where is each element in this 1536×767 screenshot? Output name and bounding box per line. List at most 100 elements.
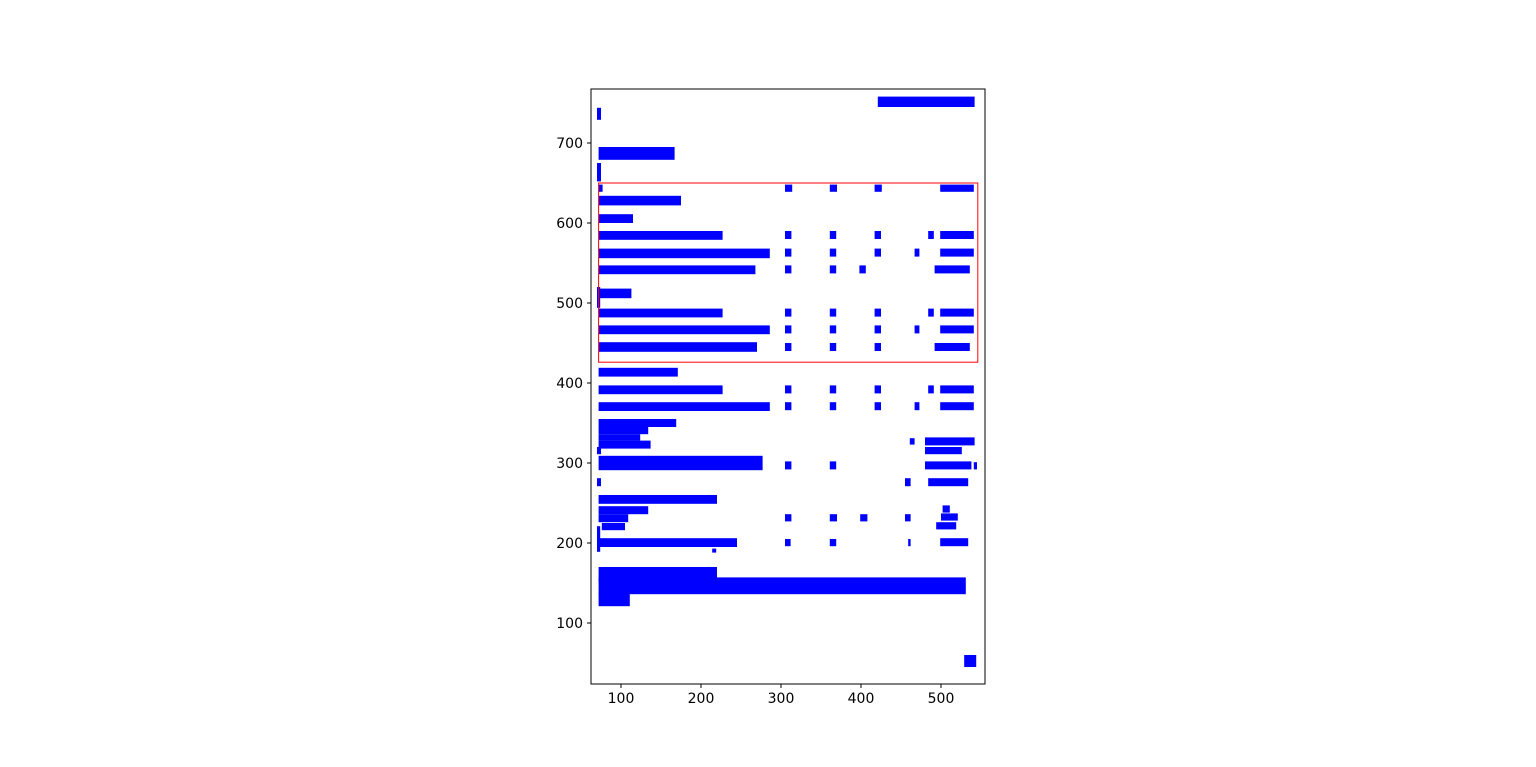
data-rect — [785, 385, 792, 394]
data-rect — [829, 325, 837, 334]
data-rect — [914, 248, 920, 257]
data-rect — [785, 402, 792, 411]
data-rect — [940, 308, 974, 317]
data-rect — [829, 385, 837, 394]
data-rect — [909, 438, 915, 445]
data-rect — [874, 343, 881, 351]
x-tick-label: 500 — [928, 691, 955, 707]
data-rect — [598, 325, 770, 335]
x-tick-label: 400 — [848, 691, 875, 707]
data-rect — [598, 593, 630, 607]
data-rect — [598, 577, 966, 595]
data-rect — [829, 248, 837, 257]
data-rect — [598, 495, 717, 504]
data-rect — [598, 506, 649, 515]
data-rect — [598, 308, 723, 318]
data-rect — [914, 325, 920, 334]
data-rect — [601, 523, 625, 531]
data-rect — [598, 514, 629, 523]
data-rect — [914, 402, 920, 411]
data-rect — [829, 308, 837, 317]
data-rect — [785, 514, 792, 522]
data-rect — [942, 505, 950, 513]
data-rect — [928, 478, 969, 487]
data-rect — [829, 343, 837, 351]
data-rect — [598, 427, 649, 435]
data-rect — [829, 402, 837, 411]
data-rect — [597, 107, 601, 120]
ticks-layer: 100 200 300 400 500 100 200 300 400 500 600 700 — [556, 136, 954, 707]
data-rect — [598, 288, 632, 299]
data-rect — [928, 385, 934, 394]
y-tick-label: 600 — [556, 216, 583, 232]
data-rect — [598, 184, 603, 192]
data-rect — [598, 342, 757, 352]
data-rect — [928, 231, 934, 239]
data-rect — [925, 461, 972, 470]
data-rects-layer — [597, 96, 977, 667]
data-rect — [598, 455, 763, 471]
data-rect — [829, 231, 837, 239]
highlight-rect — [598, 182, 979, 363]
x-tick-label: 200 — [688, 691, 715, 707]
data-rect — [941, 513, 958, 521]
data-rect — [925, 447, 962, 455]
data-rect — [785, 231, 792, 239]
data-rect — [829, 539, 837, 547]
data-rect — [785, 539, 791, 547]
data-rect — [598, 538, 737, 547]
data-rect — [598, 248, 770, 259]
data-rect — [940, 184, 974, 192]
data-rect — [964, 655, 977, 667]
data-rect — [940, 325, 974, 334]
data-rect — [874, 184, 882, 192]
data-rect — [829, 265, 837, 274]
y-tick-label: 200 — [556, 536, 583, 552]
y-tick-label: 400 — [556, 376, 583, 392]
data-rect — [785, 325, 792, 334]
data-rect — [859, 265, 866, 274]
y-tick-label: 300 — [556, 456, 583, 472]
data-rect — [598, 434, 641, 441]
data-rect — [925, 437, 975, 446]
data-rect — [940, 385, 974, 394]
data-rect — [905, 478, 911, 487]
data-rect — [874, 248, 881, 257]
data-rect — [598, 195, 681, 206]
data-rect — [785, 248, 792, 257]
data-rect — [597, 478, 601, 487]
data-rect — [940, 538, 969, 547]
data-rect — [598, 385, 723, 395]
data-rect — [874, 231, 881, 239]
data-rect — [973, 462, 977, 470]
data-rect — [908, 539, 911, 547]
data-rect — [860, 514, 868, 522]
data-rect — [597, 163, 601, 182]
x-tick-label: 100 — [608, 691, 635, 707]
y-tick-label: 700 — [556, 136, 583, 152]
data-rect — [874, 325, 881, 334]
data-rect — [785, 308, 792, 317]
data-rect — [598, 367, 678, 377]
data-rect — [877, 96, 975, 107]
data-rect — [940, 248, 974, 257]
data-rect — [785, 343, 792, 351]
y-tick-label: 100 — [556, 616, 583, 632]
data-rect — [598, 231, 723, 240]
data-rect — [874, 402, 881, 411]
data-rect — [934, 265, 970, 274]
data-rect — [874, 308, 881, 317]
data-rect — [598, 147, 675, 160]
y-tick-label: 500 — [556, 296, 583, 312]
axes-spines — [590, 88, 986, 685]
data-rect — [936, 522, 957, 530]
data-rect — [829, 461, 837, 470]
data-rect — [934, 343, 970, 351]
data-rect — [905, 514, 911, 522]
data-rect — [940, 402, 974, 411]
data-rect — [829, 184, 837, 192]
data-rect — [598, 214, 633, 223]
data-rect — [597, 447, 601, 455]
